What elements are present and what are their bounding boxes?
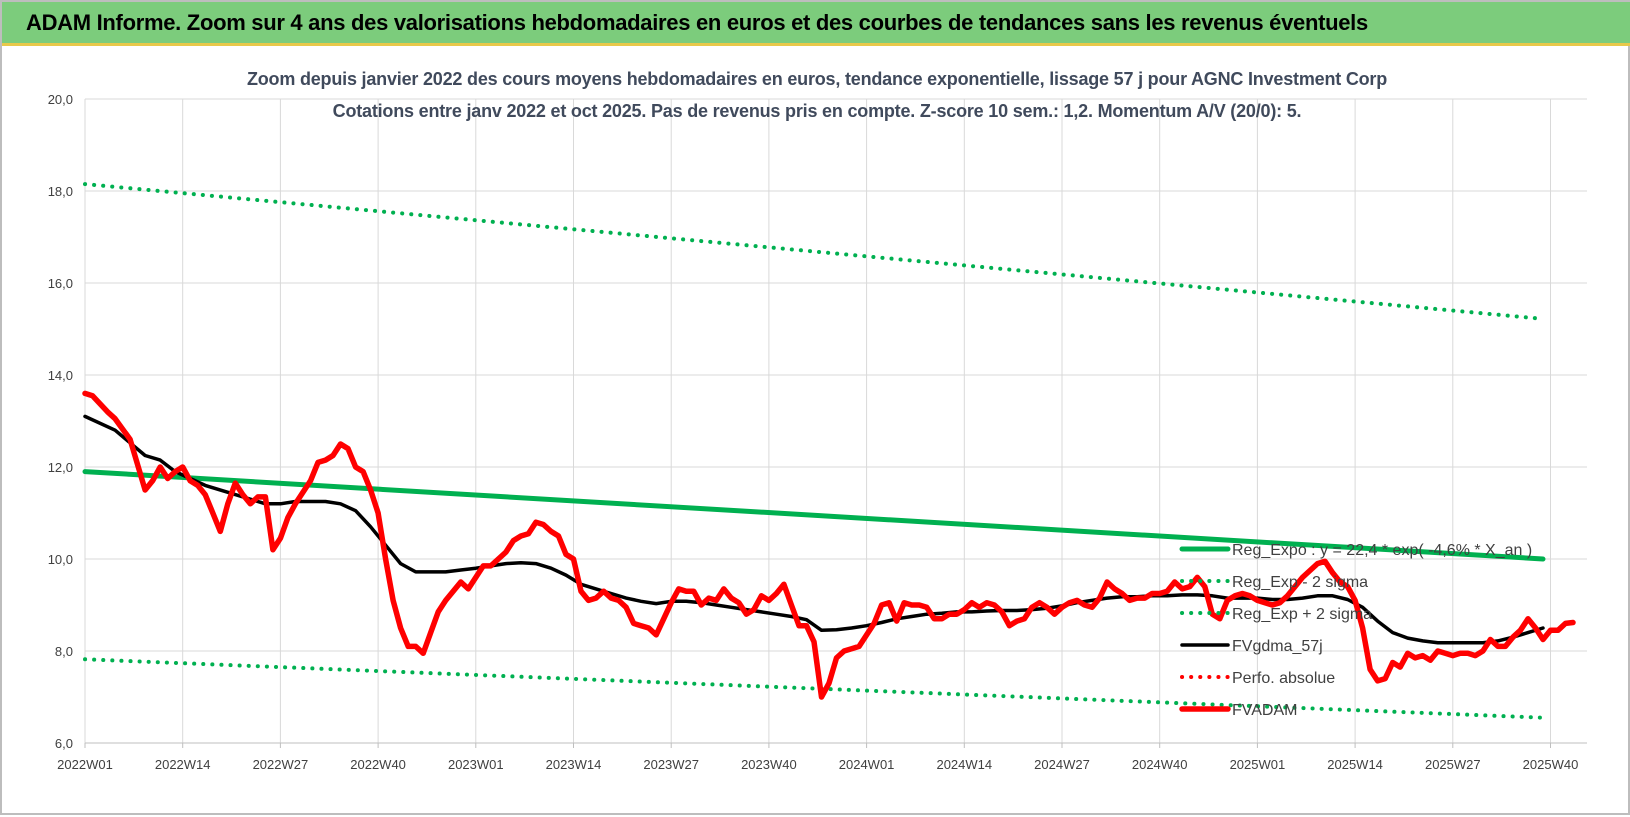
chart-title-line1: Zoom depuis janvier 2022 des cours moyen…	[246, 69, 1388, 89]
x-tick-label: 2023W40	[741, 757, 797, 772]
x-tick-label: 2023W27	[643, 757, 699, 772]
header-bar: ADAM Informe. Zoom sur 4 ans des valoris…	[2, 2, 1630, 46]
series-layer	[82, 182, 1576, 720]
series-line-1	[83, 657, 1545, 720]
y-axis-ticks: 6,0 8,0 10,0 12,0 14,0 16,0 18,0 20,0	[48, 92, 73, 751]
x-tick-label: 2024W14	[936, 757, 992, 772]
y-tick-label: 20,0	[48, 92, 73, 107]
series-line-5	[82, 390, 1576, 700]
x-tick-label: 2025W40	[1523, 757, 1579, 772]
x-tick-label: 2023W14	[546, 757, 602, 772]
x-tick-label: 2022W14	[155, 757, 211, 772]
y-tick-label: 6,0	[55, 736, 73, 751]
legend-label-1: Reg_Exp - 2 sigma	[1232, 574, 1368, 591]
series-line-0	[82, 469, 1546, 562]
page-title: ADAM Informe. Zoom sur 4 ans des valoris…	[26, 10, 1368, 35]
y-tick-label: 10,0	[48, 552, 73, 567]
series-line-3	[83, 414, 1545, 645]
chart-gridlines	[84, 98, 1587, 744]
x-tick-label: 2025W27	[1425, 757, 1481, 772]
legend-label-5: FVADAM	[1232, 702, 1297, 719]
y-tick-label: 16,0	[48, 276, 73, 291]
y-tick-label: 8,0	[55, 644, 73, 659]
chart-legend: Reg_Expo : y = 22,4 * exp( -4,6% * X_an …	[1179, 542, 1532, 719]
x-tick-label: 2023W01	[448, 757, 504, 772]
chart-title-line2: Cotations entre janv 2022 et oct 2025. P…	[332, 101, 1302, 121]
x-tick-label: 2025W01	[1230, 757, 1286, 772]
legend-label-0: Reg_Expo : y = 22,4 * exp( -4,6% * X_an …	[1232, 542, 1532, 559]
x-tick-label: 2024W01	[839, 757, 895, 772]
y-tick-label: 14,0	[48, 368, 73, 383]
x-tick-label: 2025W14	[1327, 757, 1383, 772]
x-tick-label: 2022W01	[57, 757, 113, 772]
x-tick-label: 2022W27	[253, 757, 309, 772]
x-axis-ticks: 2022W01 2022W14 2022W27 2022W40 2023W01 2023W…	[57, 742, 1587, 772]
series-line-2	[83, 182, 1545, 321]
legend-label-2: Reg_Exp + 2 sigma	[1232, 606, 1372, 623]
x-tick-label: 2024W27	[1034, 757, 1090, 772]
x-tick-label: 2022W40	[350, 757, 406, 772]
legend-label-3: FVgdma_57j	[1232, 638, 1323, 655]
y-tick-label: 18,0	[48, 184, 73, 199]
x-tick-label: 2024W40	[1132, 757, 1188, 772]
y-tick-label: 12,0	[48, 460, 73, 475]
legend-label-4: Perfo. absolue	[1232, 670, 1335, 687]
